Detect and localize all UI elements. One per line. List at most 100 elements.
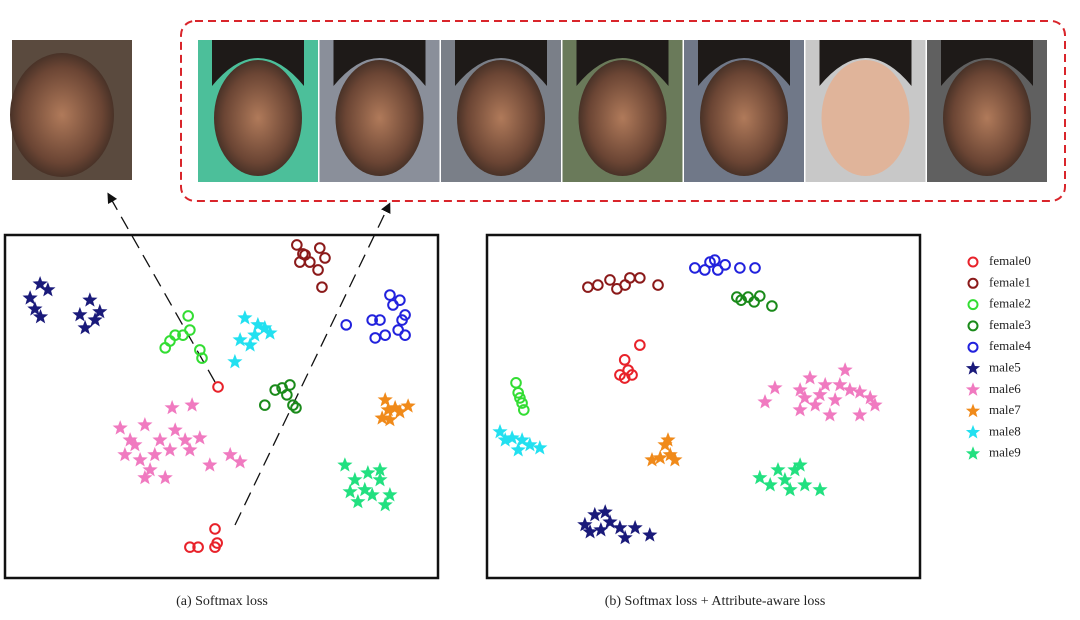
point	[372, 462, 388, 477]
point	[582, 524, 598, 539]
face	[821, 60, 910, 176]
point	[184, 397, 200, 412]
point	[698, 264, 711, 276]
point	[587, 506, 603, 522]
point	[577, 516, 593, 532]
point	[377, 496, 393, 512]
point	[612, 519, 628, 535]
point	[374, 314, 386, 326]
point	[510, 377, 522, 389]
legend-marker	[965, 446, 981, 460]
point	[242, 337, 258, 352]
point	[372, 471, 388, 487]
point	[514, 432, 530, 447]
point	[652, 449, 668, 465]
point	[652, 279, 664, 291]
point	[184, 541, 196, 553]
point	[209, 523, 221, 535]
point	[122, 432, 138, 447]
point	[212, 381, 224, 393]
point	[749, 262, 761, 274]
point	[792, 401, 808, 417]
point	[291, 239, 303, 251]
point	[497, 432, 513, 447]
point	[660, 432, 676, 447]
point	[211, 537, 223, 549]
point	[797, 389, 813, 405]
legend-marker	[967, 299, 979, 311]
point	[752, 469, 768, 485]
legend-label: female3	[989, 317, 1031, 332]
face	[578, 60, 667, 176]
point	[618, 354, 631, 366]
point	[182, 310, 194, 322]
point	[152, 432, 168, 447]
point	[387, 399, 403, 415]
point	[257, 320, 273, 335]
point	[532, 440, 548, 455]
point	[112, 420, 128, 435]
point	[374, 410, 390, 425]
query-face	[10, 40, 132, 180]
arrow	[234, 202, 391, 526]
legend-label: male7	[989, 402, 1021, 417]
point	[852, 384, 868, 399]
point	[832, 376, 848, 392]
point	[787, 462, 803, 477]
point	[177, 432, 193, 447]
gallery-box	[180, 20, 1066, 202]
point	[357, 481, 373, 497]
point	[642, 527, 658, 542]
point	[40, 281, 56, 297]
point	[319, 252, 331, 264]
legend-label: female1	[989, 274, 1031, 289]
point	[504, 430, 520, 445]
point	[634, 339, 646, 351]
point	[27, 301, 43, 316]
point	[142, 462, 158, 477]
face	[457, 60, 545, 176]
point	[735, 294, 747, 306]
hair	[455, 40, 547, 86]
legend-marker	[965, 424, 981, 439]
point	[762, 477, 778, 492]
point	[492, 423, 508, 439]
point	[792, 457, 808, 472]
hair	[941, 40, 1033, 86]
point	[82, 292, 98, 307]
legend-marker	[967, 256, 979, 268]
point	[626, 369, 638, 381]
point	[250, 316, 266, 332]
point	[392, 324, 404, 336]
point	[350, 493, 366, 509]
legend-label: female0	[989, 253, 1031, 268]
point	[366, 314, 378, 326]
point	[127, 436, 143, 452]
point	[313, 242, 326, 254]
point	[290, 402, 302, 414]
hair	[698, 40, 790, 86]
point	[196, 352, 208, 364]
point	[802, 370, 818, 385]
point	[770, 462, 786, 477]
point	[522, 436, 538, 452]
hair	[212, 40, 304, 86]
legend-marker	[967, 341, 979, 353]
point	[147, 446, 163, 462]
legend-label: male5	[989, 359, 1021, 374]
arrow	[107, 192, 216, 383]
point	[611, 283, 623, 295]
point	[689, 262, 701, 274]
point	[262, 325, 278, 340]
point	[342, 483, 358, 499]
point	[382, 411, 398, 427]
point	[867, 397, 883, 412]
legend-marker	[967, 277, 979, 289]
hair	[576, 40, 669, 86]
point	[232, 454, 248, 469]
point	[227, 353, 243, 369]
point	[624, 272, 636, 284]
point	[247, 327, 263, 342]
point	[117, 446, 133, 462]
